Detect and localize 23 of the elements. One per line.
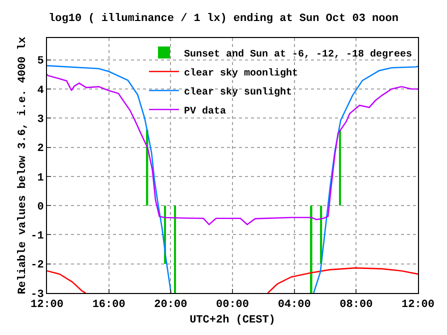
legend-label: PV data xyxy=(184,105,226,118)
x-tick-label: 08:00 xyxy=(340,299,373,312)
chart-title: log10 ( illuminance / 1 lx) ending at Sun Oct 03 noon xyxy=(48,13,398,26)
y-tick-label: -1 xyxy=(30,230,44,243)
y-tick-label: 2 xyxy=(37,143,44,156)
y-axis-title: Reliable values below 3.6, i.e. 4000 lx xyxy=(17,36,30,294)
x-tick-label: 12:00 xyxy=(30,299,64,312)
x-tick-label: 16:00 xyxy=(92,299,126,312)
legend-label: Sunset and Sun at -6, -12, -18 degrees xyxy=(184,48,412,60)
x-tick-label: 20:00 xyxy=(154,299,188,312)
y-tick-label: 1 xyxy=(37,172,44,184)
y-tick-label: -3 xyxy=(30,288,44,301)
legend-label: clear sky moonlight xyxy=(184,67,298,80)
y-tick-label: 0 xyxy=(37,201,44,214)
x-axis-title: UTC+2h (CEST) xyxy=(190,314,276,326)
y-tick-label: 5 xyxy=(37,56,44,68)
y-tick-label: 3 xyxy=(37,114,44,126)
legend-label: clear sky sunlight xyxy=(184,86,292,98)
y-tick-label: -2 xyxy=(30,260,44,272)
x-tick-label: 00:00 xyxy=(216,299,250,312)
x-tick-label: 04:00 xyxy=(278,299,311,312)
y-tick-label: 4 xyxy=(37,84,44,97)
x-tick-label: 12:00 xyxy=(401,299,435,312)
